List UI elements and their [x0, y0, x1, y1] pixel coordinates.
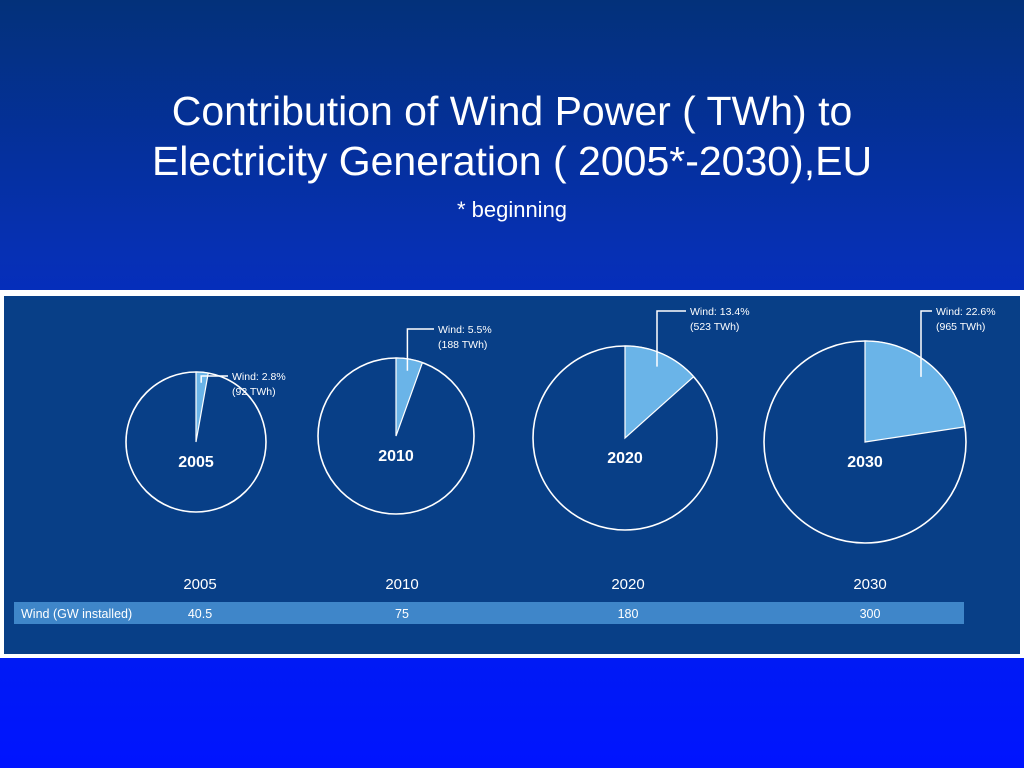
wind-slice-2010	[395, 357, 424, 437]
wind-slice-2020	[624, 345, 695, 440]
table-value-2020: 180	[618, 607, 639, 621]
pie-year-label-2020: 2020	[607, 450, 643, 467]
table-value-2010: 75	[395, 607, 409, 621]
chart-figure: Wind: 2.8% (92 TWh) 2005 Wind: 5.5% (188 TWh…	[4, 296, 1020, 654]
pie-year-label-2005: 2005	[178, 454, 214, 471]
callout-line-2030	[920, 310, 932, 377]
callout-twh-2020: (523 TWh)	[690, 321, 739, 333]
pie-year-label-2030: 2030	[847, 454, 883, 471]
table-row-background	[14, 602, 964, 624]
callout-share-2005: Wind: 2.8%	[232, 371, 286, 383]
wind-slice-2005	[195, 371, 209, 443]
table-value-2005: 40.5	[188, 607, 212, 621]
title-line-1: Contribution of Wind Power ( TWh) to	[171, 88, 853, 134]
slide-subtitle: * beginning	[456, 197, 568, 222]
callout-line-2010	[406, 328, 434, 371]
pie-year-label-2010: 2010	[378, 448, 414, 465]
table-row-label: Wind (GW installed)	[21, 607, 132, 621]
callout-twh-2010: (188 TWh)	[438, 339, 487, 351]
pie-chart-svg: Wind: 2.8% (92 TWh) 2005 Wind: 5.5% (188 TWh…	[14, 306, 996, 624]
callout-twh-2030: (965 TWh)	[936, 321, 985, 333]
table-header-2030: 2030	[853, 576, 886, 593]
callout-share-2030: Wind: 22.6%	[936, 306, 996, 318]
callout-line-2020	[656, 310, 686, 367]
callout-share-2010: Wind: 5.5%	[438, 324, 492, 336]
table-value-2030: 300	[860, 607, 881, 621]
callout-line-2005	[200, 375, 228, 383]
table-header-2010: 2010	[385, 576, 418, 593]
table-header-2005: 2005	[183, 576, 216, 593]
callout-twh-2005: (92 TWh)	[232, 386, 276, 398]
table-header-2020: 2020	[611, 576, 644, 593]
callout-share-2020: Wind: 13.4%	[690, 306, 750, 318]
wind-slice-2030	[864, 340, 966, 443]
slide-title: Contribution of Wind Power ( TWh) to Ele…	[0, 86, 1024, 186]
title-line-2: Electricity Generation ( 2005*-2030),EU	[151, 138, 873, 184]
